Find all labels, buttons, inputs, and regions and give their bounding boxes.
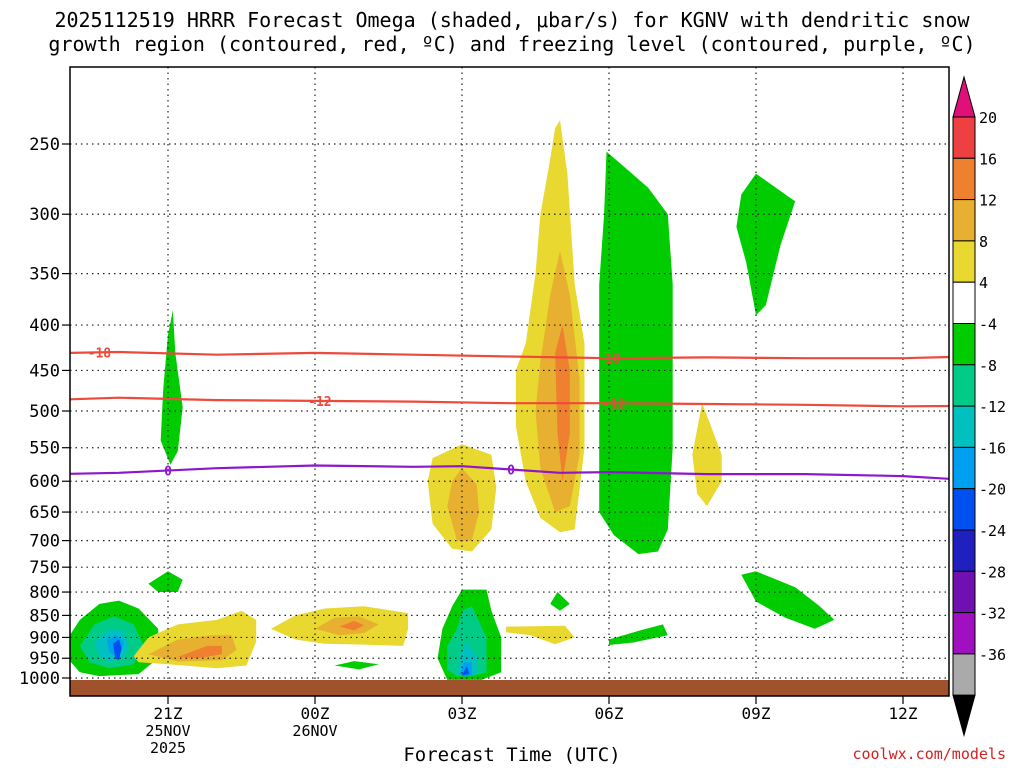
- colorbar-bin: [952, 446, 976, 490]
- colorbar-top-arrow: [952, 75, 976, 118]
- colorbar-bin: [952, 570, 976, 614]
- colorbar-label: 8: [979, 233, 988, 251]
- omega-region: [692, 403, 722, 507]
- y-tick-label: 250: [29, 135, 60, 155]
- omega-region: [160, 310, 183, 465]
- contour-line: [70, 396, 949, 408]
- omega-region: [334, 661, 379, 670]
- colorbar-label: 12: [979, 192, 997, 210]
- colorbar-bin: [952, 116, 976, 159]
- x-axis-title: Forecast Time (UTC): [403, 744, 621, 766]
- colorbar-bin: [952, 199, 976, 242]
- colorbar-bin: [952, 157, 976, 201]
- omega-region: [741, 571, 835, 629]
- colorbar-label: -12: [979, 398, 1006, 416]
- x-tick-year: 2025: [150, 739, 186, 757]
- omega-region: [339, 620, 364, 631]
- colorbar-label: -8: [979, 357, 997, 375]
- contour-line: [70, 464, 949, 480]
- y-tick-label: 950: [29, 649, 60, 669]
- x-tick-date: 26NOV: [292, 722, 337, 740]
- colorbar-bin: [952, 240, 976, 283]
- colorbar-bin: [952, 323, 976, 366]
- omega-region: [506, 625, 575, 645]
- y-tick-label: 300: [29, 205, 60, 225]
- y-tick-label: 800: [29, 583, 60, 603]
- y-tick-label: 400: [29, 316, 60, 336]
- x-tick-label: 09Z: [742, 704, 771, 723]
- colorbar-bin: [952, 653, 976, 696]
- colorbar-label: -36: [979, 646, 1006, 664]
- y-tick-label: 350: [29, 265, 60, 285]
- colorbar-bin: [952, 281, 976, 325]
- x-tick-label: 21Z: [154, 704, 183, 723]
- credit-link[interactable]: coolwx.com/models: [852, 745, 1006, 763]
- y-tick-label: 850: [29, 606, 60, 626]
- omega-region: [148, 571, 183, 592]
- plot-frame: [69, 66, 950, 697]
- colorbar-label: -24: [979, 522, 1006, 540]
- contour-label: -18: [88, 346, 112, 361]
- colorbar-bin: [952, 364, 976, 407]
- x-tick-label: 12Z: [889, 704, 918, 723]
- omega-region: [550, 592, 570, 611]
- colorbar-bin: [952, 488, 976, 531]
- x-tick-label: 06Z: [595, 704, 624, 723]
- colorbar-label: 4: [979, 274, 988, 292]
- y-tick-label: 600: [29, 472, 60, 492]
- colorbar-label: -20: [979, 481, 1006, 499]
- omega-region: [113, 639, 122, 661]
- ground-bar: [70, 680, 949, 696]
- colorbar-label: 20: [979, 109, 997, 127]
- colorbar-bin: [952, 529, 976, 572]
- contour-label: -12: [602, 397, 625, 412]
- y-tick-label: 700: [29, 532, 60, 552]
- x-tick-label: 03Z: [448, 704, 477, 723]
- colorbar-label: -28: [979, 563, 1006, 581]
- x-tick-date: 25NOV: [145, 722, 190, 740]
- x-tick-label: 00Z: [301, 704, 330, 723]
- y-tick-label: 450: [29, 361, 60, 381]
- colorbar-label: -32: [979, 605, 1006, 623]
- chart-title-line1: 2025112519 HRRR Forecast Omega (shaded, …: [54, 8, 970, 32]
- colorbar-bin: [952, 612, 976, 655]
- y-tick-label: 900: [29, 628, 60, 648]
- chart-title-line2: growth region (contoured, red, ºC) and f…: [48, 32, 976, 56]
- colorbar-label: -16: [979, 439, 1006, 457]
- colorbar-bottom-arrow: [952, 694, 976, 738]
- omega-region: [599, 151, 673, 555]
- contour-label: 0: [164, 464, 172, 479]
- colorbar-bin: [952, 405, 976, 448]
- omega-region: [177, 645, 222, 659]
- y-tick-label: 1000: [19, 669, 60, 689]
- contour-label: 0: [507, 463, 515, 478]
- y-tick-label: 750: [29, 558, 60, 578]
- omega-region: [736, 173, 796, 316]
- colorbar-label: 16: [979, 150, 997, 168]
- colorbar-label: -4: [979, 316, 997, 334]
- omega-region: [462, 666, 470, 676]
- y-tick-label: 650: [29, 503, 60, 523]
- contour-label: -12: [308, 395, 331, 410]
- y-tick-label: 550: [29, 439, 60, 459]
- contour-line: [70, 350, 949, 360]
- omega-region: [609, 624, 668, 645]
- contour-label: -18: [597, 352, 621, 367]
- y-tick-label: 500: [29, 402, 60, 422]
- omega-region: [447, 468, 480, 541]
